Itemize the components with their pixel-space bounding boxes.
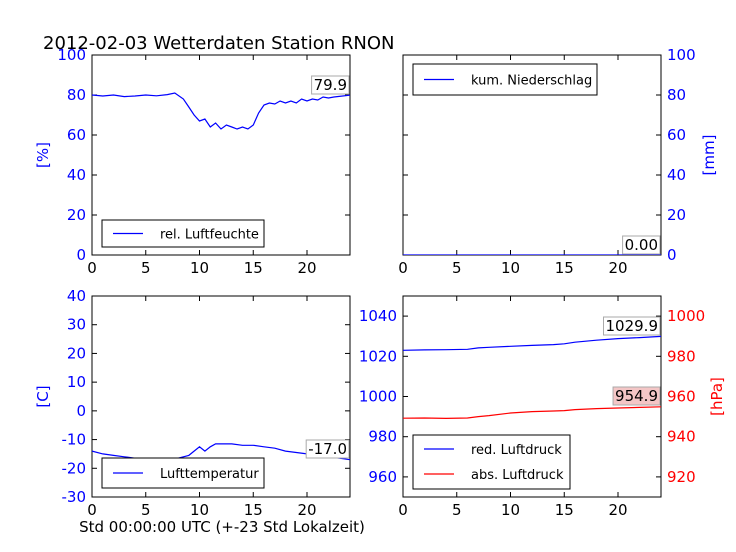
x-tick-label: 20 bbox=[608, 501, 627, 519]
series-line-0 bbox=[403, 335, 661, 351]
y-tick-label: 40 bbox=[67, 287, 86, 305]
x-tick-label: 10 bbox=[501, 259, 520, 277]
precip-last-value-box bbox=[622, 235, 661, 255]
y-tick-label: 30 bbox=[67, 316, 86, 334]
y-tick-label: 0 bbox=[667, 246, 677, 264]
y-tick-label: 980 bbox=[368, 428, 397, 446]
legend-box bbox=[412, 434, 571, 490]
x-tick-label: 5 bbox=[452, 501, 462, 519]
y-right-tick-label: 980 bbox=[667, 347, 696, 365]
x-tick-label: 5 bbox=[141, 501, 151, 519]
precipitation-panel: 0 5 10 15 20 0 20 40 60 80 100 [mm] kum. Niederschla… bbox=[398, 46, 718, 277]
legend-label: rel. Luftfeuchte bbox=[160, 228, 259, 243]
red-pressure-last-value: 1029.9 bbox=[606, 317, 659, 335]
x-tick-label: 5 bbox=[141, 259, 151, 277]
humidity-last-value-box bbox=[311, 75, 350, 95]
y-tick-label: 1020 bbox=[359, 347, 397, 365]
x-tick-label: 15 bbox=[555, 501, 574, 519]
x-tick-label: 0 bbox=[398, 501, 408, 519]
legend-label: red. Luftdruck bbox=[471, 443, 562, 458]
y-tick-label: 40 bbox=[667, 166, 686, 184]
y-right-tick-label: 1000 bbox=[667, 307, 705, 325]
y-tick-label: 60 bbox=[67, 126, 86, 144]
y-tick-label: -10 bbox=[62, 431, 87, 449]
x-tick-label: 20 bbox=[297, 259, 316, 277]
y-tick-label: 100 bbox=[667, 46, 696, 64]
humidity-panel: 0 5 10 15 20 0 20 40 60 80 100 [%] rel. Luftfeuchte 7… bbox=[34, 46, 351, 277]
y-right-tick-label: 960 bbox=[667, 388, 696, 406]
y-tick-label: 80 bbox=[667, 86, 686, 104]
red-pressure-last-value-box bbox=[603, 316, 661, 336]
temperature-last-value: -17.0 bbox=[308, 440, 347, 458]
y-right-axis-label: [hPa] bbox=[708, 377, 726, 416]
y-tick-label: 20 bbox=[67, 206, 86, 224]
pressure-panel: 0 5 10 15 20 960 980 1000 1020 1040 920 940 960 980 10… bbox=[359, 295, 726, 519]
y-tick-label: 1000 bbox=[359, 388, 397, 406]
y-axis-label: [%] bbox=[34, 142, 52, 168]
x-tick-label: 10 bbox=[190, 259, 209, 277]
y-tick-label: 960 bbox=[368, 468, 397, 486]
y-right-tick-label: 920 bbox=[667, 468, 696, 486]
x-tick-label: 15 bbox=[244, 501, 263, 519]
abs-pressure-last-value-box bbox=[612, 386, 661, 406]
legend-label: kum. Niederschlag bbox=[471, 74, 592, 89]
series-line-1 bbox=[403, 406, 661, 420]
x-tick-label: 20 bbox=[297, 501, 316, 519]
y-tick-label: 0 bbox=[76, 246, 86, 264]
figure-title: 2012-02-03 Wetterdaten Station RNON bbox=[43, 33, 394, 54]
y-axis-label: [mm] bbox=[700, 135, 718, 176]
y-tick-label: 60 bbox=[667, 126, 686, 144]
y-right-tick-label: 940 bbox=[667, 428, 696, 446]
y-tick-label: 20 bbox=[667, 206, 686, 224]
legend-label: abs. Luftdruck bbox=[471, 468, 564, 483]
x-tick-label: 0 bbox=[87, 501, 97, 519]
humidity-last-value: 79.9 bbox=[314, 76, 347, 94]
x-tick-label: 5 bbox=[452, 259, 462, 277]
x-tick-label: 15 bbox=[244, 259, 263, 277]
x-tick-label: 10 bbox=[190, 501, 209, 519]
x-tick-label: 0 bbox=[87, 259, 97, 277]
temperature-panel: 0 5 10 15 20 -30 -20 -10 0 10 20 30 40 [C] Lufttempera… bbox=[34, 287, 351, 519]
x-tick-label: 15 bbox=[555, 259, 574, 277]
y-tick-label: -30 bbox=[62, 488, 87, 506]
temperature-last-value-box bbox=[305, 439, 350, 459]
series-line-0 bbox=[92, 92, 350, 130]
figure-xlabel: Std 00:00:00 UTC (+-23 Std Lokalzeit) bbox=[79, 518, 365, 536]
x-tick-label: 0 bbox=[398, 259, 408, 277]
precip-last-value: 0.00 bbox=[625, 236, 658, 254]
y-tick-label: -20 bbox=[62, 459, 87, 477]
y-tick-label: 100 bbox=[57, 46, 86, 64]
y-axis-label: [C] bbox=[34, 385, 52, 407]
abs-pressure-last-value: 954.9 bbox=[615, 387, 658, 405]
y-tick-label: 40 bbox=[67, 166, 86, 184]
y-tick-label: 1040 bbox=[359, 307, 397, 325]
y-tick-label: 0 bbox=[76, 402, 86, 420]
legend-label: Lufttemperatur bbox=[160, 467, 259, 482]
y-tick-label: 10 bbox=[67, 373, 86, 391]
y-tick-label: 80 bbox=[67, 86, 86, 104]
x-tick-label: 20 bbox=[608, 259, 627, 277]
x-tick-label: 10 bbox=[501, 501, 520, 519]
y-tick-label: 20 bbox=[67, 344, 86, 362]
